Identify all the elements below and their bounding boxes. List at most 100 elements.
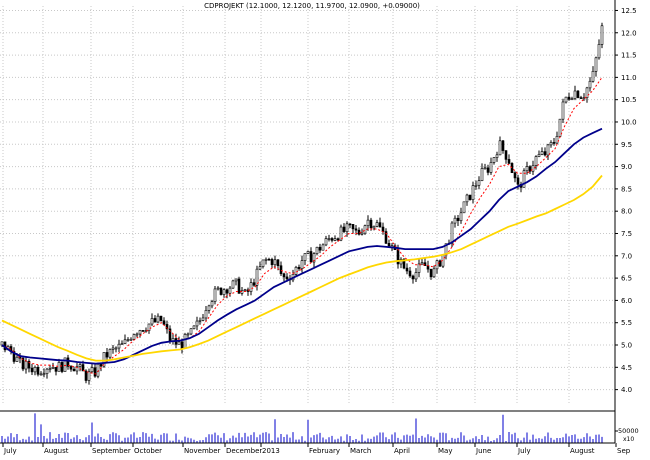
candle-body xyxy=(387,243,391,247)
candle-body xyxy=(300,260,304,269)
candle-body xyxy=(333,238,337,241)
candle-body xyxy=(252,282,256,286)
candle-body xyxy=(351,224,355,230)
candle-body xyxy=(261,259,265,267)
x-tick-label: August xyxy=(44,447,69,455)
candle-body xyxy=(570,98,574,100)
candle-body xyxy=(123,339,127,344)
candle-body xyxy=(231,280,235,289)
y-tick-label: 9.5 xyxy=(621,141,632,149)
candle-body xyxy=(180,341,184,349)
candle-body xyxy=(414,272,418,280)
y-tick-label: 4.5 xyxy=(621,364,632,372)
candle-body xyxy=(429,268,433,278)
candle-body xyxy=(15,356,19,362)
candle-body xyxy=(372,225,376,229)
candle-body xyxy=(90,367,94,373)
y-tick-label: 11.5 xyxy=(621,52,637,60)
candle-body xyxy=(483,167,487,170)
candle-body xyxy=(564,96,568,103)
candle-body xyxy=(270,259,274,266)
candle-body xyxy=(201,317,205,321)
candle-body xyxy=(330,238,334,241)
candle-body xyxy=(51,367,55,369)
candle-body xyxy=(150,318,154,325)
candle-body xyxy=(405,267,409,272)
series-line-ma-long xyxy=(1,174,603,362)
candle-body xyxy=(222,289,226,295)
candle-body xyxy=(528,166,532,172)
candle-body xyxy=(93,367,97,377)
candle-body xyxy=(573,90,577,99)
x-tick-label: November xyxy=(184,447,221,455)
y-tick-label: 10.5 xyxy=(621,96,637,104)
candle-body xyxy=(537,154,541,157)
candle-body xyxy=(408,270,412,277)
candle-body xyxy=(501,140,505,151)
y-tick-label: 8.5 xyxy=(621,185,632,193)
candle-body xyxy=(471,185,475,201)
x-tick-label: 2013 xyxy=(262,447,280,455)
candle-body xyxy=(198,320,202,322)
candle-body xyxy=(318,246,322,251)
y-tick-label: 7.5 xyxy=(621,230,632,238)
candle-body xyxy=(66,357,70,367)
candle-body xyxy=(306,251,310,254)
candle-body xyxy=(600,25,604,45)
candle-body xyxy=(234,278,238,282)
candle-body xyxy=(378,222,382,228)
candle-body xyxy=(402,258,406,269)
candle-body xyxy=(453,217,457,224)
candle-body xyxy=(186,333,190,336)
candle-body xyxy=(561,101,565,120)
candle-body xyxy=(30,367,34,373)
x-tick-label: September xyxy=(92,447,131,455)
candle-body xyxy=(534,156,538,166)
candle-body xyxy=(525,166,529,172)
candle-body xyxy=(24,360,28,370)
candle-body xyxy=(321,244,325,251)
candle-body xyxy=(183,334,187,349)
candle-body xyxy=(237,278,241,294)
y-tick-label: 7.0 xyxy=(621,252,632,260)
candle-body xyxy=(72,368,76,372)
candle-body xyxy=(21,357,25,370)
y-tick-label: 10.0 xyxy=(621,118,637,126)
candle-body xyxy=(576,90,580,98)
candle-body xyxy=(336,238,340,241)
candle-body xyxy=(303,253,307,261)
candle-body xyxy=(591,70,595,82)
candle-body xyxy=(345,223,349,232)
y-tick-label: 9.0 xyxy=(621,163,632,171)
candle-body xyxy=(354,228,358,231)
candle-body xyxy=(504,150,508,160)
candle-body xyxy=(117,343,121,349)
volume-multiplier-label: x10 xyxy=(623,436,634,443)
candle-body xyxy=(132,334,136,340)
candle-body xyxy=(255,268,259,286)
candle-body xyxy=(39,373,43,376)
candle-body xyxy=(360,232,364,235)
x-tick-label: July xyxy=(3,447,17,455)
candle-body xyxy=(105,352,109,358)
candle-body xyxy=(243,289,247,292)
candle-body xyxy=(141,330,145,332)
x-tick-label: July xyxy=(517,447,531,455)
candle-body xyxy=(543,151,547,156)
x-tick-label: February xyxy=(309,447,340,455)
candle-body xyxy=(48,368,52,370)
candle-body xyxy=(225,289,229,294)
candle-body xyxy=(381,226,385,232)
x-tick-label: August xyxy=(570,447,595,455)
x-tick-label: Sep xyxy=(617,447,631,455)
candle-body xyxy=(159,315,163,322)
candle-body xyxy=(477,180,481,186)
candle-body xyxy=(417,263,421,273)
candle-body xyxy=(420,262,424,265)
chart-title: CDPROJEKT (12.1000, 12.1200, 11.9700, 12… xyxy=(204,2,420,10)
candle-body xyxy=(111,347,115,350)
x-tick-label: June xyxy=(475,447,491,455)
candle-body xyxy=(480,168,484,181)
candle-body xyxy=(204,310,208,319)
